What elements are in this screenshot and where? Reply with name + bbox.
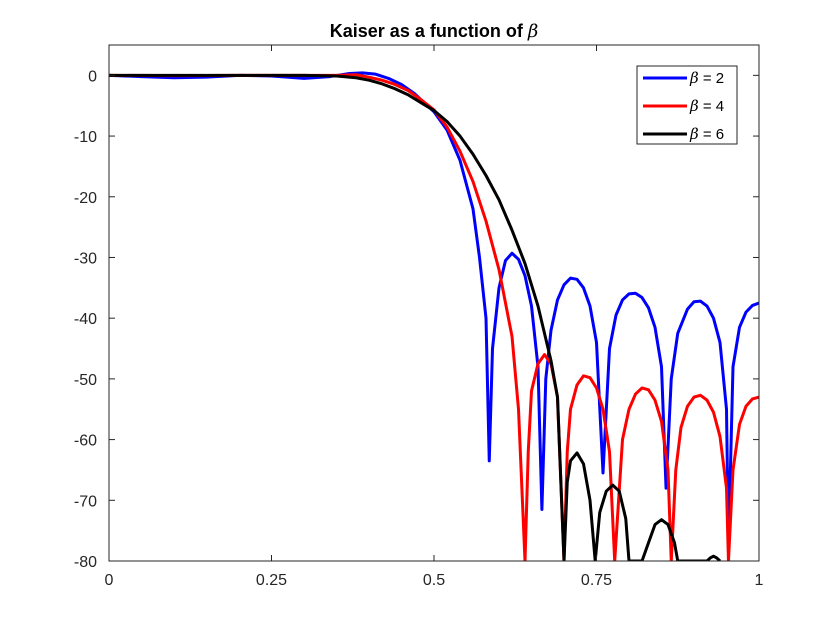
- x-tick-label: 1: [755, 572, 764, 589]
- axes-layer: 0 0.25 0.5 0.75 1 0 -10 -20 -30 -40 -50 -60 -70 -80: [74, 44, 764, 589]
- y-tick-label: -60: [74, 433, 97, 450]
- y-tick-label: -10: [74, 129, 97, 146]
- legend-label-3: β = 6: [689, 125, 724, 143]
- legend: β = 2β = 4β = 6: [636, 65, 738, 145]
- series-layer: [109, 71, 759, 561]
- y-tick-label: -50: [74, 372, 97, 389]
- legend-beta-symbol: β: [689, 97, 699, 115]
- x-tick-label: 0.75: [581, 572, 612, 589]
- legend-label-value: = 6: [699, 126, 724, 143]
- legend-label-value: = 2: [699, 70, 724, 87]
- legend-label-1: β = 2: [689, 69, 724, 87]
- x-tick-label: 0.25: [256, 572, 287, 589]
- legend-beta-symbol: β: [689, 69, 699, 87]
- y-tick-label: -80: [74, 554, 97, 571]
- y-tick-label: -40: [74, 311, 97, 328]
- series-line-3: [109, 73, 722, 561]
- x-tick-label: 0: [105, 572, 114, 589]
- y-tick-label: -30: [74, 250, 97, 267]
- title-beta-symbol: β: [527, 21, 538, 42]
- chart-title: Kaiser as a function of β: [330, 21, 538, 42]
- y-tick-label: -20: [74, 190, 97, 207]
- y-tick-label: 0: [88, 68, 97, 85]
- legend-label-2: β = 4: [689, 97, 724, 115]
- legend-beta-symbol: β: [689, 125, 699, 143]
- chart-title-text: Kaiser as a function of: [330, 21, 524, 41]
- series-line-2: [109, 73, 759, 561]
- x-tick-label: 0.5: [423, 572, 445, 589]
- legend-label-value: = 4: [699, 98, 724, 115]
- series-line-1: [109, 71, 759, 551]
- y-tick-label: -70: [74, 493, 97, 510]
